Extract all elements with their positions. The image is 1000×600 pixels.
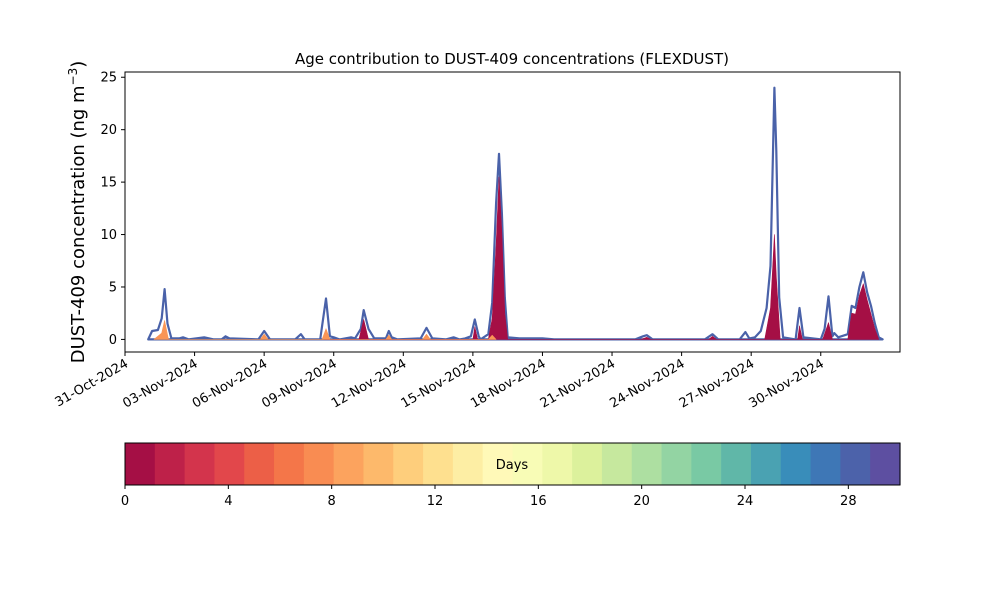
x-tick-label: 18-Nov-2024 — [468, 356, 548, 411]
x-tick-label: 31-Oct-2024 — [53, 356, 131, 410]
colorbar-cell — [393, 443, 424, 485]
chart-title: Age contribution to DUST-409 concentrati… — [295, 50, 729, 68]
colorbar-cell — [542, 443, 573, 485]
colorbar-cell — [661, 443, 692, 485]
y-tick-label: 20 — [100, 123, 117, 138]
y-tick-label: 25 — [100, 71, 117, 86]
colorbar-cell — [601, 443, 633, 485]
y-tick-label: 0 — [109, 333, 117, 348]
colorbar-cell — [810, 443, 841, 485]
y-tick-label: 10 — [100, 228, 117, 243]
colorbar-cell — [691, 443, 722, 485]
colorbar-tick-label: 4 — [224, 494, 232, 509]
colorbar-tick-label: 20 — [633, 494, 650, 509]
colorbar-cell — [333, 443, 365, 485]
x-tick-label: 21-Nov-2024 — [538, 356, 618, 411]
x-tick-label: 24-Nov-2024 — [607, 356, 687, 411]
colorbar-cell — [303, 443, 335, 485]
area-series-2 — [153, 320, 497, 340]
colorbar-cell — [721, 443, 752, 485]
area-series-1 — [323, 176, 879, 340]
x-tick-label: 06-Nov-2024 — [190, 356, 270, 411]
colorbar-tick-label: 0 — [121, 494, 129, 509]
colorbar-tick-label: 28 — [840, 494, 857, 509]
colorbar-cell — [274, 443, 305, 485]
x-tick-label: 09-Nov-2024 — [259, 356, 339, 411]
colorbar-cell — [214, 443, 245, 485]
colorbar-cell — [870, 443, 901, 485]
colorbar-cell — [482, 443, 514, 485]
area-series-0 — [147, 86, 884, 341]
colorbar-cell — [363, 443, 394, 485]
colorbar-cell — [184, 443, 216, 485]
x-tick-label: 15-Nov-2024 — [399, 356, 479, 411]
plot-area: 0 5 10 15 20 25 31-Oct-202403-Nov-202406-Nov-… — [53, 71, 901, 411]
colorbar-cell — [780, 443, 812, 485]
colorbar-cell — [512, 443, 543, 485]
colorbar-tick-label: 12 — [427, 494, 444, 509]
age-colorbar: Days 0 4 8 12 16 20 24 28 — [121, 442, 901, 509]
colorbar-cell — [423, 443, 454, 485]
colorbar-cell — [154, 443, 186, 485]
colorbar-cell — [631, 443, 663, 485]
colorbar-cell — [125, 443, 156, 485]
colorbar-cell — [750, 443, 782, 485]
colorbar-tick-label: 16 — [530, 494, 547, 509]
y-tick-label: 5 — [109, 280, 117, 295]
colorbar-label: Days — [496, 458, 529, 473]
x-tick-label: 27-Nov-2024 — [677, 356, 757, 411]
colorbar-frame — [124, 442, 901, 486]
colorbar-cell — [452, 443, 484, 485]
x-tick-label: 03-Nov-2024 — [120, 356, 200, 411]
colorbar-cell — [840, 443, 871, 485]
x-tick-label: 30-Nov-2024 — [747, 356, 827, 411]
y-axis-label: DUST-409 concentration (ng m−3) — [66, 61, 89, 364]
y-tick-label: 15 — [100, 176, 117, 191]
colorbar-tick-label: 8 — [328, 494, 336, 509]
x-tick-label: 12-Nov-2024 — [329, 356, 409, 411]
colorbar-cell — [572, 443, 603, 485]
plot-frame — [124, 71, 901, 353]
colorbar-cell — [244, 443, 275, 485]
colorbar-tick-label: 24 — [737, 494, 754, 509]
